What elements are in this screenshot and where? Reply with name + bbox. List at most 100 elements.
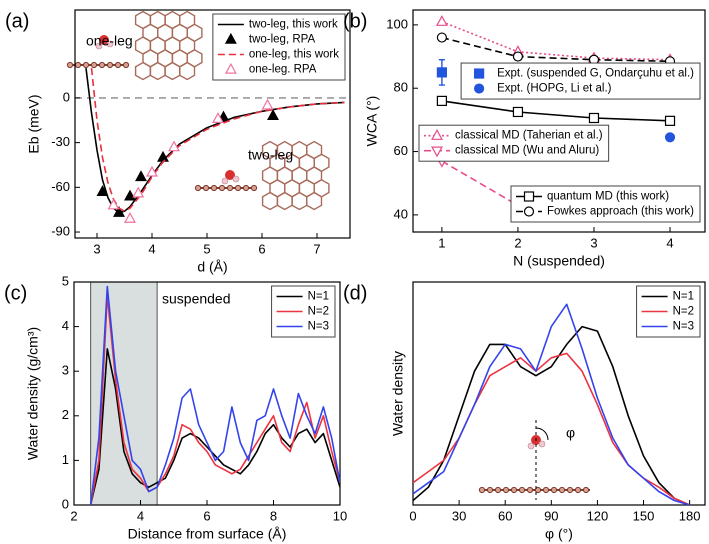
ribbon-icon [518,486,526,494]
legend-box [460,62,701,100]
ribbon-icon [66,61,74,69]
legend: two-leg, this work two-leg, RPA one-leg, t… [212,13,346,81]
marker [124,211,136,223]
series-line [90,68,345,212]
y-tick-label: -30 [51,134,70,149]
ribbon-icon [74,61,82,69]
x-tick-label: 8 [270,508,277,523]
legend-label: N=2 [673,306,694,318]
graphene-icon [276,191,293,211]
marker [512,106,524,118]
legend-marker [224,32,237,44]
y-tick-label: 40 [394,206,408,221]
series-line [413,303,690,505]
marker [436,67,447,78]
x-tick-label: 10 [333,508,347,523]
axes-frame [412,281,706,506]
ribbon-icon [574,486,582,494]
legend-label: Expt. (suspended G, Ondarçuhu et al.) [497,68,694,80]
water-icon [538,440,546,448]
legend-label: classical MD (Wu and Aluru) [455,145,599,157]
x-axis-label: N (suspended) [513,253,605,269]
ribbon-icon [218,184,226,192]
legend-label: quantum MD (this work) [547,191,669,203]
x-axis-label: Distance from surface (Å) [128,526,287,542]
legend-label: classical MD (Taherian et al.) [455,130,603,142]
ribbon-icon [98,61,106,69]
graphene-icon [306,191,323,211]
water-icon [527,442,535,450]
marker [107,198,120,210]
series-line [413,325,690,505]
x-tick-label: 180 [679,508,701,523]
y-axis-label: Water density [390,351,406,436]
ribbon-icon [250,184,258,192]
legend-label: N=2 [308,306,329,318]
marker [124,189,136,201]
marker [664,132,676,143]
y-tick-label: 60 [394,143,408,158]
legend-marker [474,83,485,94]
x-tick-label: 3 [590,235,597,250]
graphene-icon [164,61,181,81]
marker [512,51,524,62]
legend: quantum MD (this work) Fowkes approach (t… [510,185,701,223]
ribbon-icon [582,486,590,494]
marker [113,206,125,217]
x-tick-label: 120 [587,508,609,523]
y-axis-label: WCA (°) [364,96,380,147]
ribbon-icon [550,486,558,494]
x-tick-label: 5 [203,241,210,256]
x-tick-label: 6 [203,508,210,523]
angle-icon [535,427,549,441]
marker [146,165,158,177]
y-tick-label: 100 [386,16,408,31]
ribbon-icon [534,486,542,494]
graphene-icon [134,61,152,81]
legend-label: N=3 [308,321,329,333]
ribbon-icon [106,61,114,69]
ribbon-icon [542,486,550,494]
panel-label: (d) [343,282,367,304]
x-tick-label: 7 [313,241,320,256]
series-line [89,348,340,505]
ribbon-icon [234,184,242,192]
ribbon-icon [90,61,98,69]
graphene-icon [291,191,308,211]
legend-box [636,285,701,338]
annotation: two-leg [248,147,293,163]
x-axis-label: φ (°) [545,526,573,542]
panel-label: (c) [4,282,27,304]
legend-marker [431,129,443,140]
water-icon [225,170,235,180]
y-tick-label: 1 [62,452,69,467]
axes-frame [412,9,706,233]
axes-frame [74,9,351,239]
ribbon-icon [526,486,534,494]
legend-box [418,124,610,162]
marker [588,112,600,124]
marker [436,95,447,106]
y-tick-label: 0 [63,89,70,104]
ribbon-icon [566,486,574,494]
water-icon [232,175,240,183]
y-tick-label: 0 [62,496,69,511]
panel-label: (b) [343,10,367,32]
y-axis-label: Eb (meV) [26,94,42,153]
marker [261,98,274,110]
marker [96,185,109,197]
legend: classical MD (Taherian et al.) classical … [418,124,610,162]
ribbon-icon [558,486,566,494]
annotation: suspended [162,291,231,307]
legend-label: two-leg, RPA [249,34,316,46]
annotation: φ [566,425,575,441]
series-line [441,36,671,63]
x-tick-label: 3 [93,241,100,256]
legend: N=1 N=2 N=3 [636,285,701,338]
y-tick-label: 3 [62,363,69,378]
ribbon-icon [486,486,494,494]
x-tick-label: 4 [148,241,155,256]
ribbon-icon [194,184,202,192]
